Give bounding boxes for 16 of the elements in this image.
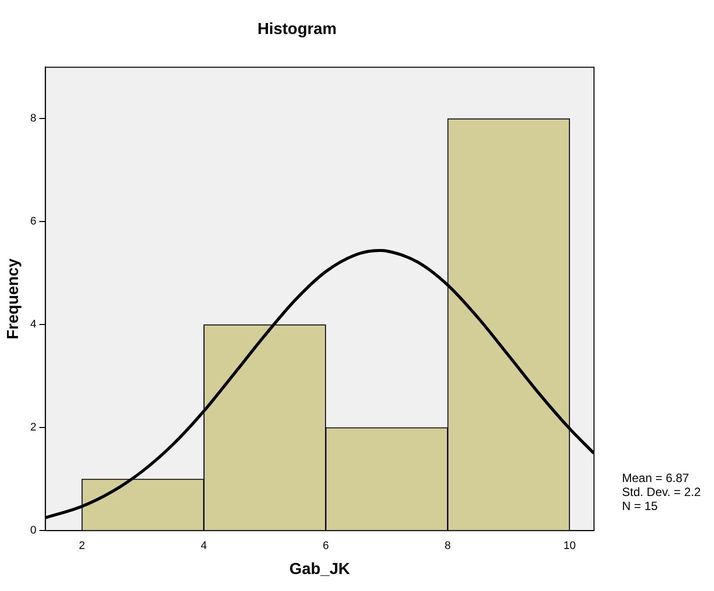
x-tick-label: 4 — [200, 540, 207, 552]
y-tick-label: 8 — [30, 112, 36, 125]
text: N = 15 — [622, 498, 658, 513]
x-tick-label: 10 — [563, 540, 576, 552]
text: Mean = 6.87 — [622, 470, 690, 485]
x-tick-label: 8 — [444, 540, 451, 552]
x-tick-label: 2 — [78, 540, 85, 552]
y-tick-label: 0 — [30, 524, 36, 537]
chart-title: Histogram — [257, 21, 337, 38]
x-tick-label: 6 — [322, 540, 329, 552]
text: Std. Dev. = 2.2 — [622, 484, 702, 499]
y-tick-label: 2 — [30, 422, 36, 434]
y-tick-label: 4 — [30, 318, 36, 331]
x-axis-title: Gab_JK — [289, 560, 350, 578]
y-axis-title: Frequency — [5, 258, 22, 340]
y-tick-label: 6 — [30, 216, 36, 228]
